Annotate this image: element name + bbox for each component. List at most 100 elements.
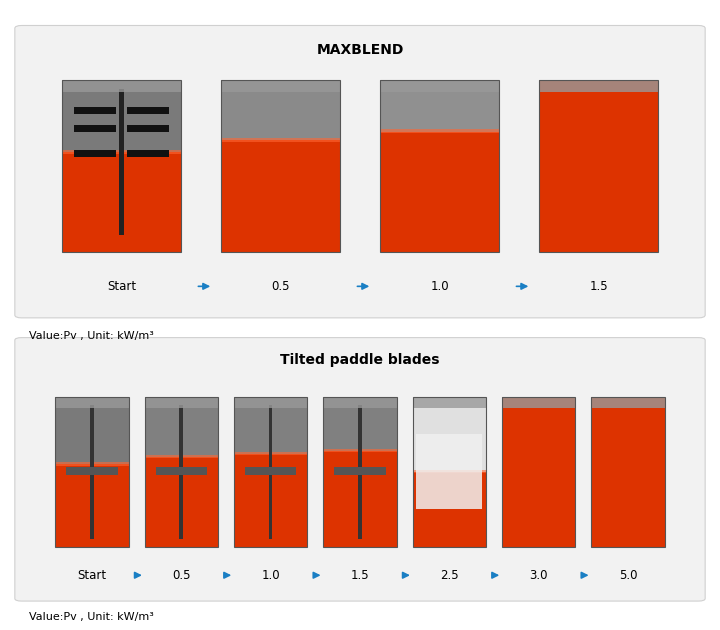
Bar xyxy=(323,397,397,547)
Bar xyxy=(127,151,168,158)
Text: Start: Start xyxy=(107,280,136,293)
FancyBboxPatch shape xyxy=(15,338,705,601)
Bar xyxy=(62,80,181,252)
Bar xyxy=(380,80,499,132)
Bar xyxy=(221,80,340,252)
Bar xyxy=(179,404,183,539)
Bar xyxy=(120,397,129,547)
Bar xyxy=(502,397,575,547)
Bar xyxy=(55,397,61,547)
Bar xyxy=(234,397,307,408)
Bar xyxy=(145,397,218,547)
Bar xyxy=(567,397,575,547)
Bar xyxy=(325,80,340,252)
Bar xyxy=(74,108,115,114)
Bar xyxy=(323,397,397,547)
Bar xyxy=(591,397,598,547)
Bar xyxy=(234,397,307,547)
Bar xyxy=(502,397,575,547)
Bar xyxy=(209,397,218,547)
Bar xyxy=(334,467,386,475)
Bar xyxy=(539,80,549,252)
Bar xyxy=(62,80,181,92)
Text: 2.5: 2.5 xyxy=(440,569,459,581)
Bar xyxy=(502,397,575,408)
Text: 1.5: 1.5 xyxy=(351,569,369,581)
Bar xyxy=(413,397,418,547)
Bar xyxy=(380,129,499,134)
Bar xyxy=(234,397,307,547)
Bar xyxy=(127,108,168,114)
Text: MAXBLEND: MAXBLEND xyxy=(316,43,404,57)
Bar xyxy=(55,397,129,408)
Bar xyxy=(358,404,362,539)
Bar xyxy=(644,80,658,252)
Bar xyxy=(55,397,129,464)
Bar xyxy=(477,397,486,547)
Bar xyxy=(413,397,486,408)
Bar xyxy=(234,397,307,454)
Bar xyxy=(323,451,397,547)
FancyBboxPatch shape xyxy=(15,25,705,318)
Bar xyxy=(413,397,486,472)
Bar xyxy=(145,397,218,457)
Bar xyxy=(591,397,665,547)
Bar xyxy=(55,462,129,466)
Text: 1.5: 1.5 xyxy=(589,280,608,293)
Bar xyxy=(269,404,272,539)
Bar xyxy=(145,397,218,547)
Bar xyxy=(119,89,124,235)
Bar xyxy=(221,80,340,92)
Text: 0.5: 0.5 xyxy=(172,569,191,581)
Bar xyxy=(221,140,340,252)
Bar xyxy=(245,467,296,475)
Bar xyxy=(221,137,340,142)
Bar xyxy=(156,467,207,475)
Bar xyxy=(502,397,575,547)
Text: Start: Start xyxy=(78,569,107,581)
Bar xyxy=(74,151,115,158)
Bar xyxy=(145,455,218,459)
Bar xyxy=(323,397,397,408)
Bar xyxy=(234,397,240,547)
Bar xyxy=(380,80,499,252)
Bar xyxy=(221,80,340,140)
Bar xyxy=(90,404,94,539)
Text: Value:Pv , Unit: kW/m³: Value:Pv , Unit: kW/m³ xyxy=(29,612,153,622)
Bar xyxy=(502,397,508,547)
Bar xyxy=(166,80,181,252)
Bar xyxy=(323,449,397,452)
Bar xyxy=(388,397,397,547)
Bar xyxy=(416,435,482,510)
Bar xyxy=(145,397,218,408)
Bar xyxy=(234,454,307,547)
Bar xyxy=(539,80,658,92)
Bar xyxy=(62,80,181,252)
Bar xyxy=(66,467,117,475)
Bar xyxy=(221,80,230,252)
Bar xyxy=(62,152,181,252)
Bar xyxy=(591,397,665,408)
Bar xyxy=(145,457,218,547)
Bar xyxy=(380,80,499,92)
Bar xyxy=(234,452,307,455)
Bar xyxy=(380,132,499,252)
Text: Value:Pv , Unit: kW/m³: Value:Pv , Unit: kW/m³ xyxy=(29,331,153,341)
Text: 1.0: 1.0 xyxy=(431,280,449,293)
Bar xyxy=(62,80,72,252)
Bar xyxy=(74,125,115,132)
Bar xyxy=(413,397,486,547)
Bar xyxy=(539,80,658,252)
Bar xyxy=(485,80,499,252)
Bar xyxy=(145,397,150,547)
Bar xyxy=(591,397,665,547)
Bar xyxy=(323,397,397,451)
Text: 0.5: 0.5 xyxy=(271,280,289,293)
Bar xyxy=(413,470,486,473)
Bar xyxy=(591,397,665,547)
Text: Tilted paddle blades: Tilted paddle blades xyxy=(280,353,440,367)
Bar xyxy=(62,80,181,152)
Bar xyxy=(323,397,329,547)
Text: 1.0: 1.0 xyxy=(261,569,280,581)
Bar xyxy=(380,80,499,252)
